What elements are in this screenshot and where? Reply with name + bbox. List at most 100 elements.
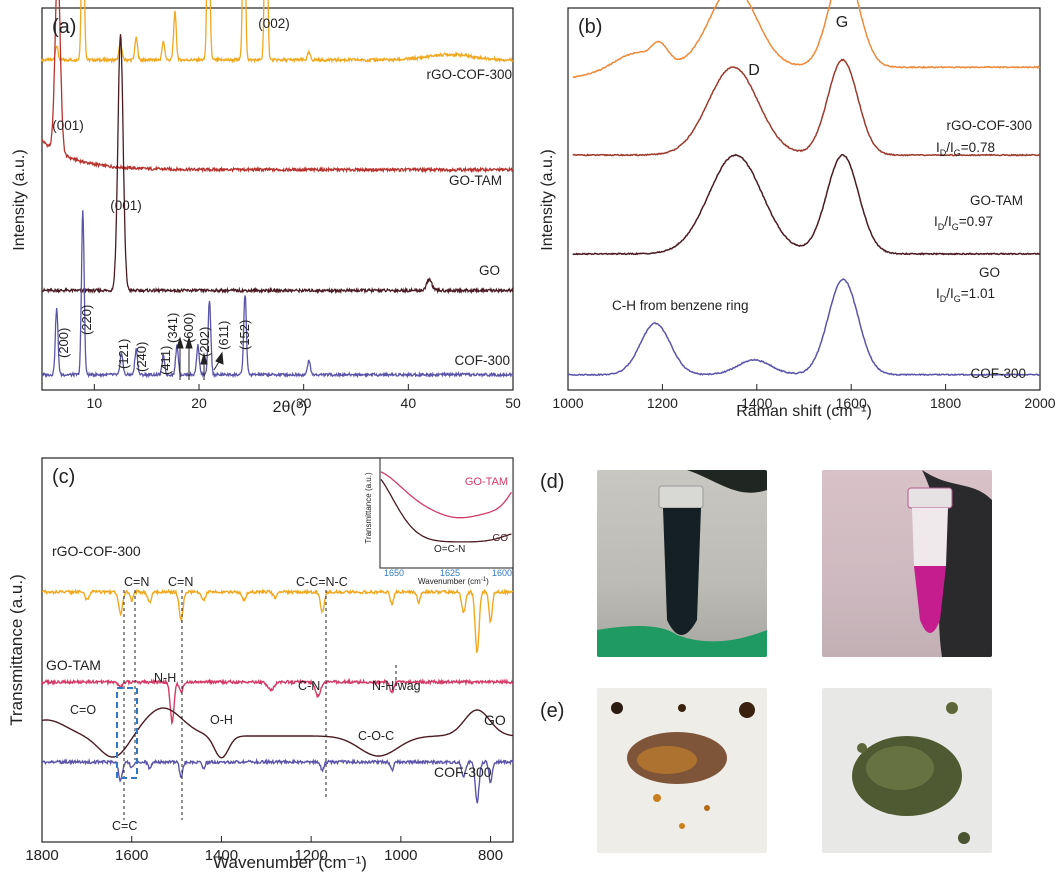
a-xtick-label: 30 xyxy=(296,395,312,411)
b-series-go-tam xyxy=(572,58,1041,157)
panel-b-lines xyxy=(567,0,1041,377)
c-series-rgo-cof-300 xyxy=(42,587,514,654)
tube-dark-dispersion xyxy=(597,470,767,657)
panel-b-frame xyxy=(567,7,1041,391)
c-band-cn1: C=N xyxy=(124,575,149,589)
b-peak-d: D xyxy=(748,62,760,79)
a-annotation-411: (411) xyxy=(158,346,173,375)
c-band-co: C=O xyxy=(70,703,96,717)
brown-chunk-3 xyxy=(678,704,686,712)
b-label-rgo-cof-300: rGO-COF-300 xyxy=(946,118,1032,133)
green-chunk-1 xyxy=(946,702,958,714)
a-annotation-240: (240) xyxy=(134,342,149,372)
c-band-nh: N-H xyxy=(154,671,176,685)
b-ratio-rgo-value: =0.78 xyxy=(961,140,995,155)
a-label-go: GO xyxy=(479,263,500,278)
panel-c-label: (c) xyxy=(52,466,75,488)
glove-bottom xyxy=(597,626,767,657)
a-series-go xyxy=(41,34,514,295)
c-label-rgo-cof-300: rGO-COF-300 xyxy=(52,543,141,559)
c-series-go xyxy=(41,707,514,759)
b-xtick-label: 1200 xyxy=(647,395,678,411)
a-arrowhead-611 xyxy=(215,351,224,365)
powder-green-pile xyxy=(852,702,970,844)
glove-top xyxy=(687,470,767,493)
photo-d-right xyxy=(822,470,992,657)
tube-pink-dispersion xyxy=(907,470,992,657)
b-ratio-rgo: ID/IG=0.78 xyxy=(936,140,995,158)
panel-e-label: (e) xyxy=(540,700,564,722)
a-series-cof-300 xyxy=(41,210,514,379)
a-annotation-152: (152) xyxy=(237,320,252,350)
c-inset-ylabel: Transmittance (a.u.) xyxy=(364,472,373,544)
tube-liquid xyxy=(663,508,701,635)
a-xtick-label: 20 xyxy=(191,395,207,411)
photo-e-left xyxy=(597,688,767,853)
c-series-cof-300 xyxy=(42,757,514,804)
c-xtick-label: 800 xyxy=(478,847,503,864)
b-annotation-text: C-H from benzene ring xyxy=(612,298,749,313)
a-arrows xyxy=(176,336,224,380)
c-xtick-label: 1800 xyxy=(25,847,58,864)
a-annotation-001-go: (001) xyxy=(110,198,142,213)
brown-chunk-2 xyxy=(739,702,755,718)
c-inset-label-go-tam: GO-TAM xyxy=(465,476,508,488)
b-xtick-label: 1800 xyxy=(930,395,961,411)
a-series-go-tam xyxy=(41,0,514,174)
c-inset-xlabel-text: Wavenumber (cm xyxy=(418,577,481,586)
a-arrowhead-202 xyxy=(200,352,208,365)
green-chunk-3 xyxy=(857,743,867,753)
panel-b: 1000 1200 1400 1600 1800 2000 (b) Raman shift… xyxy=(539,0,1056,420)
photo-d-left xyxy=(597,470,767,657)
c-band-oh: O-H xyxy=(210,713,233,727)
c-highlight-box xyxy=(116,687,138,779)
b-label-go: GO xyxy=(979,265,1000,280)
brown-chunk-1 xyxy=(611,702,623,714)
panel-c-frame xyxy=(41,457,514,843)
b-xtick-label: 1600 xyxy=(836,395,867,411)
panel-a-label: (a) xyxy=(52,16,76,38)
brown-grain-2 xyxy=(704,805,710,811)
a-arrowhead-341 xyxy=(176,336,184,349)
tube-cap xyxy=(658,485,704,509)
b-series-rgo-cof-300 xyxy=(572,0,1041,79)
panel-c-xlabel: Wavenumber (cm⁻¹) xyxy=(213,853,367,872)
b-series-cof-300 xyxy=(567,278,1041,377)
c-inset-annotation: O=C-N xyxy=(434,544,465,555)
a-xtick-label: 50 xyxy=(505,395,521,411)
a-label-go-tam: GO-TAM xyxy=(449,173,502,188)
powder-brown-pile xyxy=(611,702,755,829)
c-band-cn3: C-N xyxy=(298,679,320,693)
a-label-cof-300: COF-300 xyxy=(454,353,510,368)
a-annotation-220: (220) xyxy=(79,305,94,335)
b-ratio-go-tam-value: =0.97 xyxy=(959,214,993,229)
c-inset-xtick-1600: 1600 xyxy=(492,568,512,578)
panel-a-ylabel: Intensity (a.u.) xyxy=(11,149,28,250)
b-xtick-label: 2000 xyxy=(1024,395,1055,411)
a-annotation-341: (341) xyxy=(165,313,180,343)
c-series-go-tam xyxy=(41,677,514,726)
a-annotation-611: (611) xyxy=(216,321,231,350)
c-label-go-tam: GO-TAM xyxy=(46,657,101,673)
b-series-go xyxy=(572,153,1041,256)
a-annotation-001-go-tam: (001) xyxy=(52,118,84,133)
tube-cap-pink xyxy=(907,487,953,509)
tube-clear xyxy=(912,508,948,566)
c-label-cof-300: COF-300 xyxy=(434,764,492,780)
c-guides xyxy=(123,590,397,820)
c-inset-series-go xyxy=(380,479,512,543)
a-annotation-200: (200) xyxy=(56,328,71,358)
panel-a-xlabel: 2θ(°) xyxy=(273,399,308,416)
a-annotation-202: (202) xyxy=(197,327,212,357)
brown-grain-3 xyxy=(679,823,685,829)
b-xtick-label: 1400 xyxy=(741,395,772,411)
c-inset-lines xyxy=(380,471,512,543)
c-band-coc: C-O-C xyxy=(358,729,394,743)
c-inset: Transmittance (a.u.) Wavenumber (cm-1) 1… xyxy=(364,457,514,586)
panel-a-ticks: 10 20 30 40 50 xyxy=(87,384,521,411)
c-band-cn2: C=N xyxy=(168,575,193,589)
c-inset-xlabel: Wavenumber (cm-1) xyxy=(418,577,489,586)
c-band-ccnc: C-C=N-C xyxy=(296,575,348,589)
panel-a-lines xyxy=(41,0,514,379)
a-arrowhead-600 xyxy=(185,336,193,349)
